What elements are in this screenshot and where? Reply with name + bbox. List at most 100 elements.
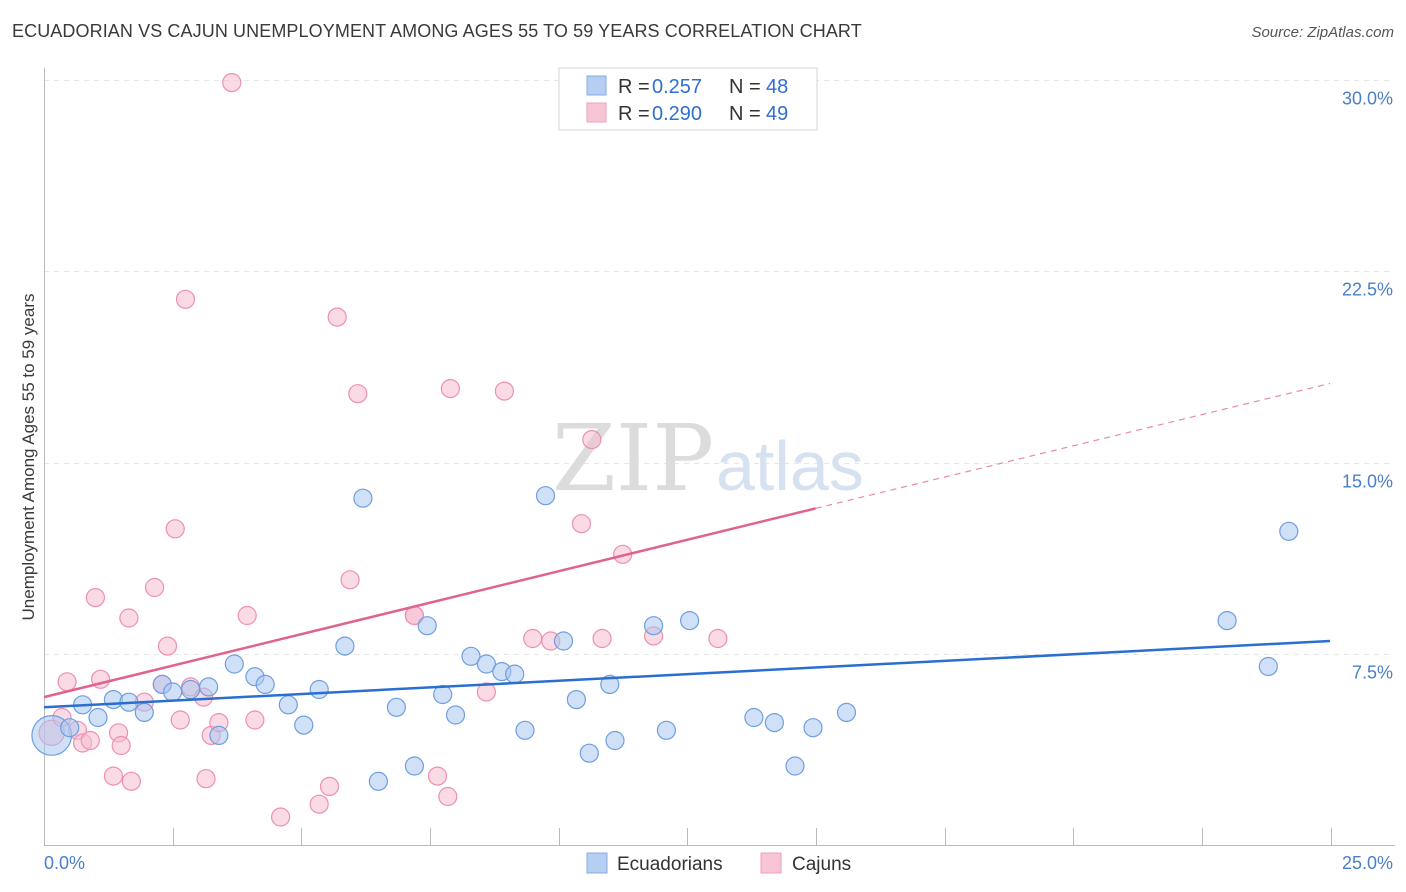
cajun-point — [175, 289, 196, 309]
y-tick-label: 15.0% — [1342, 472, 1393, 492]
ecuadorian-point — [417, 616, 437, 636]
ecuadorian-point — [803, 718, 823, 738]
cajun-point — [196, 769, 216, 789]
ecuadorian-point — [515, 720, 535, 740]
ecuadorian-point — [505, 664, 525, 684]
ecuadorian-point — [163, 682, 183, 702]
legend-r-label-1: R = — [618, 76, 650, 98]
ecuadorian-point — [1279, 521, 1299, 541]
cajun-point — [708, 628, 728, 649]
ecuadorian-point — [476, 654, 496, 674]
cajun-point — [494, 381, 514, 401]
cajun-point — [271, 807, 291, 827]
ecuadorian-point — [209, 725, 229, 746]
ecuadorian-point — [134, 702, 154, 723]
legend-r-value-2: 0.290 — [652, 103, 702, 125]
legend-swatch-ecuadorians — [586, 75, 607, 96]
bottom-legend: Ecuadorians Cajuns — [586, 852, 851, 875]
cajun-point — [427, 766, 448, 786]
bottom-legend-swatch-cajuns — [760, 852, 782, 874]
ecuadorian-point — [836, 702, 857, 723]
ecuadorian-point — [579, 743, 599, 763]
ecuadorian-point — [461, 646, 481, 666]
bottom-legend-swatch-ecuadorians — [586, 852, 608, 874]
cajun-point — [119, 608, 139, 628]
ecuadorian-point — [309, 679, 329, 700]
cajun-point — [103, 766, 124, 786]
cajun-point — [438, 786, 458, 807]
cajun-point — [245, 710, 265, 730]
y-tick-label: 22.5% — [1342, 280, 1393, 300]
cajun-point — [340, 570, 360, 590]
cajun-point — [57, 672, 77, 692]
y-tick-label: 30.0% — [1342, 89, 1393, 109]
ecuadorian-point — [368, 771, 388, 791]
legend: R = 0.257 N = 48 R = 0.290 N = 49 — [558, 67, 818, 131]
ecuadorian-point — [404, 756, 424, 776]
cajun-point — [237, 605, 257, 626]
ecuadorian-point — [335, 636, 355, 656]
cajun-point — [582, 430, 602, 450]
chart-title: ECUADORIAN VS CAJUN UNEMPLOYMENT AMONG A… — [12, 21, 862, 41]
cajun-trend-line-extension — [815, 382, 1331, 509]
ecuadorian-point — [785, 756, 805, 776]
cajun-point — [170, 710, 190, 730]
cajun-point — [571, 514, 592, 534]
x-ticks — [44, 828, 1332, 845]
legend-n-label-2: N = — [729, 103, 761, 125]
cajun-point — [157, 636, 178, 656]
ecuadorian-point — [88, 707, 108, 728]
ecuadorian-point — [605, 730, 625, 751]
ecuadorian-point — [535, 486, 556, 506]
legend-n-label-1: N = — [729, 76, 761, 98]
cajun-point — [309, 794, 329, 814]
cajun-point — [145, 577, 165, 598]
cajun-point — [80, 730, 100, 751]
watermark-atlas: atlas — [716, 427, 864, 505]
cajun-point — [121, 771, 141, 791]
ecuadorian-point — [294, 715, 314, 735]
ecuadorian-point — [60, 718, 80, 738]
cajun-point — [327, 307, 347, 327]
ecuadorian-point — [643, 616, 664, 636]
cajun-point — [319, 776, 340, 797]
ecuadorian-point — [255, 674, 275, 695]
x-tick-label-max: 25.0% — [1342, 853, 1393, 873]
y-axis-label: Unemployment Among Ages 55 to 59 years — [19, 294, 38, 621]
cajun-point — [592, 628, 612, 649]
bottom-legend-ecuadorians: Ecuadorians — [617, 854, 723, 875]
ecuadorian-point — [744, 707, 764, 728]
legend-n-value-1: 48 — [766, 76, 788, 98]
ecuadorian-point — [600, 674, 620, 695]
legend-n-value-2: 49 — [766, 103, 788, 125]
trend-lines — [43, 382, 1331, 709]
watermark-zip: ZIP — [552, 405, 714, 512]
ecuadorian-point — [353, 488, 373, 508]
x-tick-label-min: 0.0% — [44, 853, 85, 873]
ecuadorian-trend-line — [43, 639, 1331, 709]
ecuadorian-point — [679, 610, 700, 631]
cajun-point — [523, 628, 543, 649]
grid-lines — [44, 80, 1393, 655]
ecuadorian-point — [1217, 610, 1237, 631]
ecuadorian-point — [224, 654, 244, 674]
cajun-point — [165, 519, 185, 539]
y-tick-label: 7.5% — [1352, 663, 1393, 683]
legend-swatch-cajuns — [586, 102, 607, 123]
y-tick-labels: 7.5% 15.0% 22.5% 30.0% — [1342, 89, 1393, 683]
legend-r-label-2: R = — [618, 103, 650, 125]
cajun-point — [348, 384, 368, 404]
ecuadorian-point — [656, 720, 677, 740]
ecuadorian-point — [181, 679, 201, 700]
ecuadorian-point — [764, 712, 785, 733]
cajun-point — [85, 587, 106, 608]
cajun-point — [476, 682, 496, 702]
ecuadorian-point — [278, 695, 298, 715]
ecuadorian-point — [386, 697, 406, 717]
ecuadorian-point — [553, 631, 574, 651]
cajun-point — [111, 735, 131, 756]
cajun-point — [222, 72, 242, 93]
legend-r-value-1: 0.257 — [652, 76, 702, 98]
ecuadorian-point — [566, 689, 587, 710]
